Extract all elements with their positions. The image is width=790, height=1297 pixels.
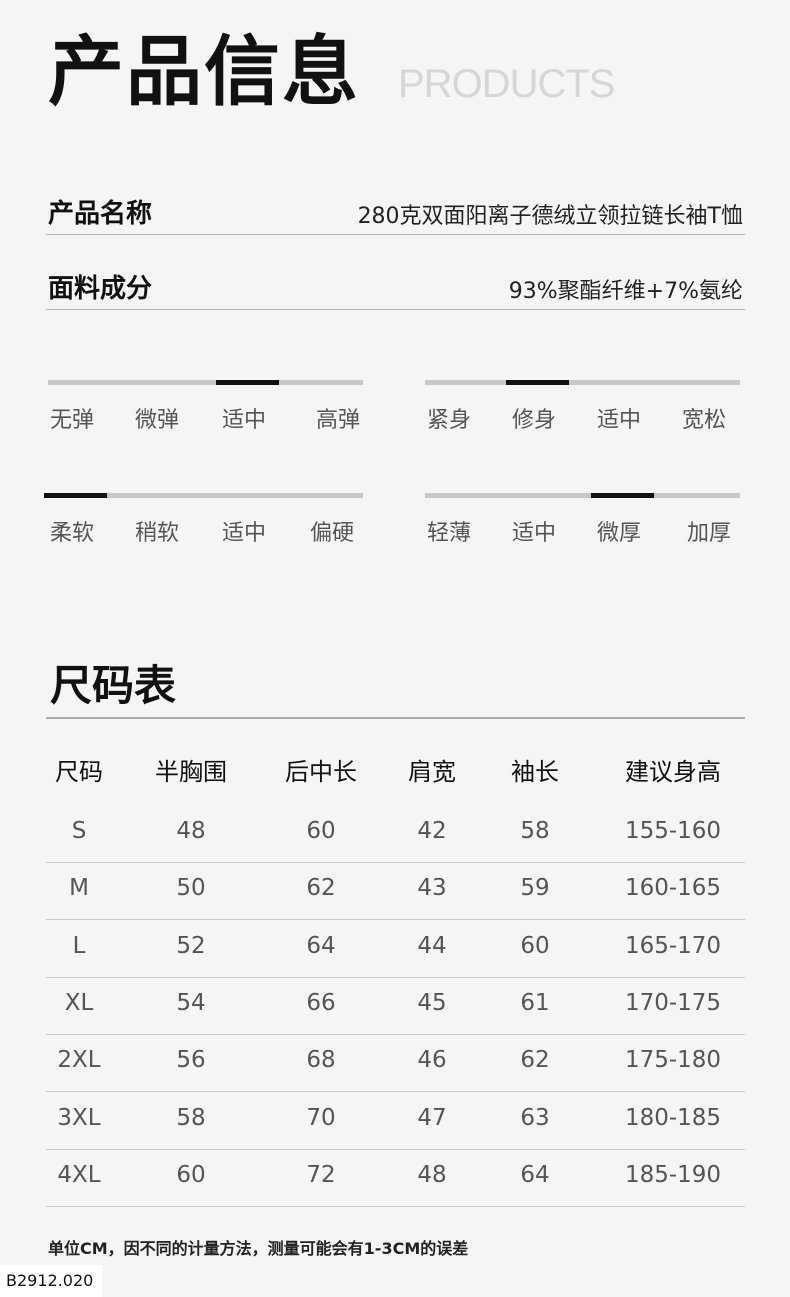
scale-level-label: 修身 [512,408,557,433]
info-label: 面料成分 [48,274,153,304]
scale-softness: 柔软 稍软 适中 偏硬 [44,493,363,553]
divider [46,717,745,719]
size-note: 单位CM，因不同的计量方法，测量可能会有1-3CM的误差 [48,1239,469,1258]
table-header-cell: 尺码 [55,758,103,786]
page-title: 产品信息 [48,27,360,116]
table-cell: 64 [306,932,336,959]
table-cell: 185-190 [624,1161,722,1188]
table-cell: 62 [520,1047,550,1074]
table-cell: XL [64,989,94,1016]
table-header-cell: 袖长 [511,758,559,786]
scale-level-label: 轻薄 [427,521,472,546]
scale-level-label: 适中 [597,408,642,433]
scale-level-label: 高弹 [316,408,361,433]
table-cell: 170-175 [624,989,722,1016]
info-row-fabric: 面料成分 93%聚酯纤维+7%氨纶 [46,269,745,310]
table-cell: S [71,818,87,844]
page-title-english: PRODUCTS [398,62,615,106]
table-cell: 45 [417,989,447,1016]
table-cell: 46 [417,1047,447,1074]
table-cell: 61 [520,989,550,1016]
info-value: 280克双面阳离子德绒立领拉链长袖T恤 [357,204,743,229]
scale-track [48,380,363,385]
table-cell: 68 [306,1047,336,1074]
table-header-cell: 肩宽 [408,758,456,786]
table-cell: 63 [520,1104,550,1131]
scale-level-label: 宽松 [682,408,727,433]
table-cell: 58 [520,818,550,844]
scale-level-label: 适中 [222,521,267,546]
scale-selected-marker [506,380,569,385]
table-header-cell: 建议身高 [625,758,721,786]
table-cell: 56 [176,1047,206,1074]
table-cell: L [72,932,86,959]
scale-level-label: 偏硬 [310,521,355,546]
table-row: 2XL 56 68 46 62 175-180 [46,1034,745,1093]
table-row: 4XL 60 72 48 64 185-190 [46,1149,745,1207]
scale-level-label: 稍软 [135,521,180,546]
scale-selected-marker [591,493,654,498]
size-chart-title: 尺码表 [50,661,177,710]
scale-selected-marker [216,380,279,385]
table-cell: 160-165 [624,875,722,902]
table-row: 3XL 58 70 47 63 180-185 [46,1092,745,1150]
table-cell: 48 [417,1161,447,1188]
product-code: B2912.020 [0,1265,102,1297]
table-cell: 54 [176,989,206,1016]
scale-level-label: 微弹 [135,408,180,433]
info-value: 93%聚酯纤维+7%氨纶 [508,279,743,304]
table-cell: 3XL [57,1104,101,1131]
table-row: L 52 64 44 60 165-170 [46,920,745,978]
table-cell: 50 [176,875,206,902]
table-cell: 59 [520,875,550,902]
scale-thickness: 轻薄 适中 微厚 加厚 [425,493,740,553]
scale-elasticity: 无弹 微弹 适中 高弹 [48,380,363,440]
scale-track [48,493,363,498]
table-row: S 48 60 42 58 155-160 [46,805,745,863]
table-cell: 175-180 [624,1047,722,1074]
table-cell: 4XL [57,1161,101,1188]
table-cell: 66 [306,989,336,1016]
info-label: 产品名称 [48,199,153,229]
table-cell: 43 [417,875,447,902]
table-cell: 52 [176,932,206,959]
scale-track [425,493,740,498]
scale-fit: 紧身 修身 适中 宽松 [425,380,740,440]
table-header-cell: 半胸围 [155,758,227,786]
table-header-cell: 后中长 [285,758,357,786]
table-cell: 42 [417,818,447,844]
table-cell: M [69,875,89,902]
scale-level-label: 微厚 [597,521,642,546]
scale-level-label: 柔软 [50,521,95,546]
table-cell: 60 [176,1161,206,1188]
table-cell: 64 [520,1161,550,1188]
table-cell: 48 [176,818,206,844]
scale-selected-marker [44,493,107,498]
table-cell: 155-160 [624,818,722,844]
table-cell: 72 [306,1161,336,1188]
table-cell: 62 [306,875,336,902]
table-cell: 47 [417,1104,447,1131]
table-cell: 60 [520,932,550,959]
scale-level-label: 无弹 [50,408,95,433]
table-cell: 165-170 [624,932,722,959]
scale-level-label: 适中 [222,408,267,433]
table-cell: 180-185 [624,1104,722,1131]
table-cell: 44 [417,932,447,959]
scale-level-label: 加厚 [687,521,732,546]
table-cell: 58 [176,1104,206,1131]
info-row-product-name: 产品名称 280克双面阳离子德绒立领拉链长袖T恤 [46,194,745,235]
table-row: XL 54 66 45 61 170-175 [46,977,745,1035]
table-cell: 70 [306,1104,336,1131]
table-cell: 60 [306,818,336,844]
scale-track [425,380,740,385]
table-cell: 2XL [57,1047,101,1074]
scale-level-label: 适中 [512,521,557,546]
table-row: M 50 62 43 59 160-165 [46,862,745,921]
scale-level-label: 紧身 [427,408,472,433]
